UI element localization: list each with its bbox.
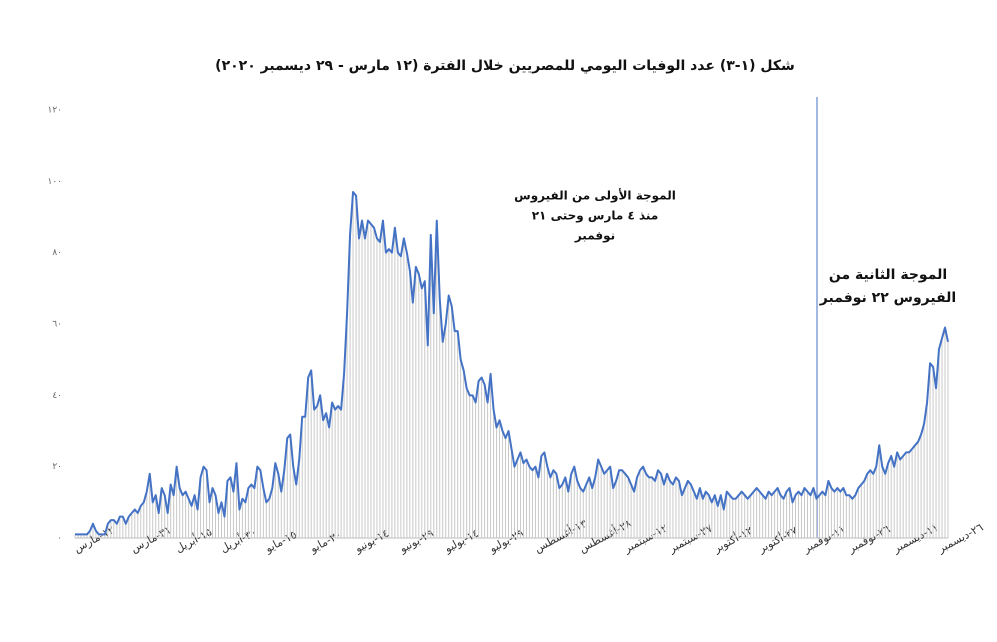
y-tick-label: ٠	[57, 534, 62, 544]
x-tick-label: ٢٩-يونيو	[397, 527, 436, 556]
y-tick-label: ٦٠	[52, 320, 62, 330]
y-tick-label: ٤٠	[52, 391, 62, 401]
annotation: الفيروس ٢٢ نوفمبر	[819, 290, 956, 306]
annotation: نوفمبر	[574, 229, 615, 244]
annotation: الموجة الأولى من الفيروس	[514, 188, 676, 204]
annotation: الموجة الثانية من	[829, 267, 947, 283]
line	[75, 191, 949, 536]
annotation: منذ ٤ مارس وحتى ٢١	[532, 209, 659, 224]
chart-title: شكل (١-٣) عدد الوفيات اليومي للمصريين خل…	[215, 58, 795, 74]
y-tick-label: ١٢٠	[47, 106, 62, 116]
y-tick-label: ٨٠	[52, 248, 62, 258]
y-tick-label: ١٠٠	[47, 177, 62, 187]
x-tick-label: ١٤-يونيو	[352, 527, 391, 556]
x-tick-label: ١٥-أبريل	[173, 524, 214, 555]
x-tick-label: ٣٠-أبريل	[218, 524, 259, 555]
y-tick-label: ٢٠	[52, 462, 62, 472]
